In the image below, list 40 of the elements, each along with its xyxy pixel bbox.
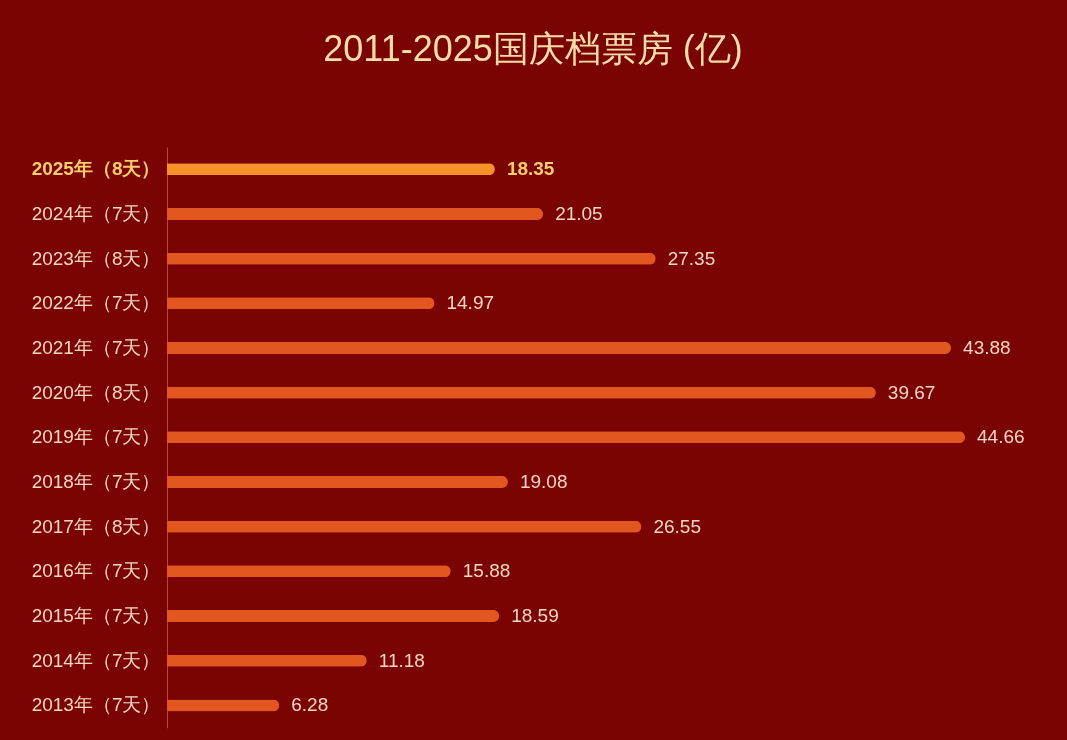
- data-label: 39.67: [887, 381, 936, 403]
- data-label: 14.97: [446, 292, 495, 314]
- data-label: 21.05: [555, 203, 603, 225]
- bar: [167, 163, 495, 176]
- data-label: 19.08: [519, 471, 568, 493]
- bar: [167, 520, 642, 533]
- y-tick-label: 2015年（7天）: [31, 605, 161, 627]
- y-tick-label: 2024年（7天）: [31, 203, 161, 225]
- bar: [167, 431, 965, 444]
- data-label: 6.28: [291, 694, 329, 716]
- y-tick-label: 2017年（8天）: [31, 515, 161, 537]
- bar: [167, 208, 544, 221]
- bar: [167, 342, 952, 355]
- y-tick-label: 2022年（7天）: [31, 292, 161, 314]
- y-tick-label: 2023年（8天）: [31, 247, 161, 269]
- y-tick-label: 2013年（7天）: [31, 694, 161, 716]
- data-label: 43.88: [963, 337, 1011, 359]
- data-label: 15.88: [462, 560, 511, 582]
- y-tick-label: 2018年（7天）: [31, 471, 161, 493]
- data-label: 26.55: [653, 515, 701, 537]
- bar: [167, 386, 876, 399]
- bar: [167, 565, 451, 578]
- bar: [167, 610, 500, 623]
- data-label: 27.35: [667, 247, 716, 269]
- y-tick-label: 2014年（7天）: [31, 649, 161, 671]
- chart-title: 2011-2025国庆档票房 (亿): [323, 28, 743, 69]
- y-tick-label: 2019年（7天）: [31, 426, 161, 448]
- bar: [167, 699, 280, 712]
- bar: [167, 476, 508, 489]
- y-tick-label: 2025年（8天）: [31, 158, 161, 180]
- bar: [167, 654, 367, 667]
- data-label: 11.18: [378, 649, 425, 671]
- bar: [167, 297, 435, 310]
- data-label: 18.35: [506, 158, 555, 180]
- y-tick-label: 2021年（7天）: [31, 337, 161, 359]
- data-label: 18.59: [511, 605, 559, 627]
- bar: [167, 252, 656, 265]
- y-tick-label: 2016年（7天）: [31, 560, 161, 582]
- y-tick-label: 2020年（8天）: [31, 381, 161, 403]
- data-label: 44.66: [977, 426, 1025, 448]
